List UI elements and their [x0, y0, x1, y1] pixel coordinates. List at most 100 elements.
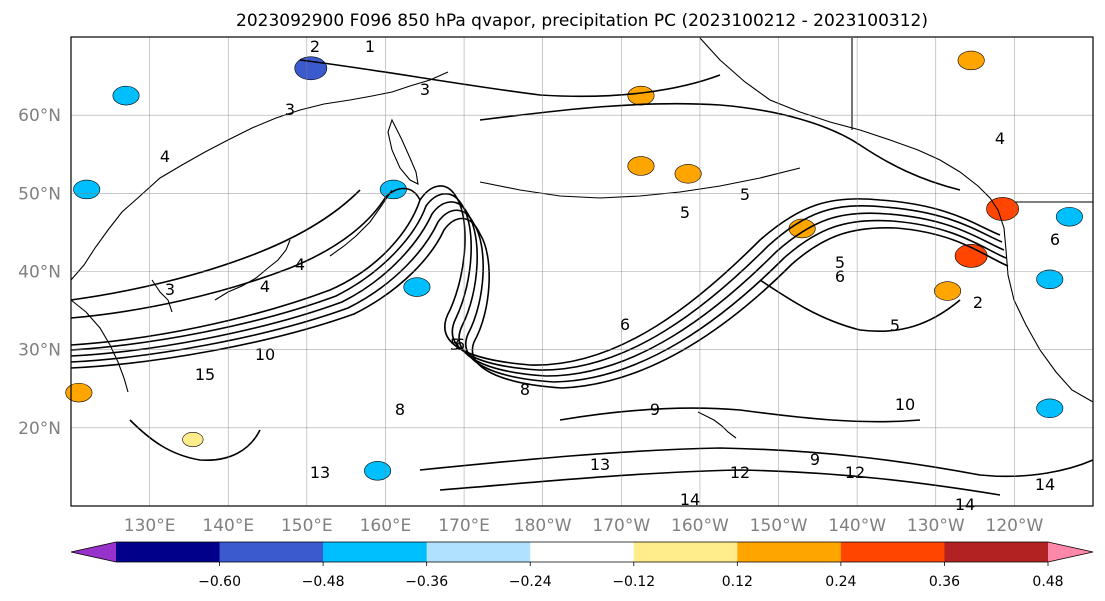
- precip-anomaly-blob: [182, 432, 204, 448]
- contour-label: 5: [835, 253, 845, 272]
- precip-anomaly-blob: [934, 281, 962, 301]
- contour-label: 2: [310, 37, 320, 56]
- qvapor-contour: [439, 469, 1001, 496]
- kamchatka: [387, 118, 419, 185]
- lat-tick-label: 50°N: [18, 184, 61, 204]
- map-panel: 2 133445655556689891010121213131414141542…: [18, 36, 1094, 536]
- aleutian-islands: [479, 167, 801, 199]
- precip-anomaly-blob: [73, 179, 101, 200]
- lon-tick-label: 150°W: [750, 516, 808, 536]
- colorbar-ticks: −0.60 −0.48 −0.36 −0.24 −0.12 0.12 0.24 0.36 0.4…: [198, 562, 1064, 590]
- contour-label: 3: [285, 100, 295, 119]
- colorbar-segment: [323, 542, 428, 562]
- lat-tick-label: 20°N: [18, 419, 61, 439]
- colorbar-segment: [944, 542, 1049, 562]
- colorbar-segment: [530, 542, 635, 562]
- contour-label: 13: [590, 455, 610, 474]
- contour-label: 14: [955, 495, 975, 514]
- lon-tick-label: 140°E: [202, 516, 254, 536]
- canada-border: [851, 38, 1093, 203]
- colorbar-segment: [840, 542, 945, 562]
- colorbar-extend-high: [1048, 542, 1093, 562]
- kuril-islands: [329, 189, 393, 257]
- qvapor-contour: [419, 447, 1094, 478]
- qvapor-contour: [479, 102, 961, 191]
- qvapor-contour: [70, 217, 1009, 389]
- qvapor-contour: [299, 59, 721, 98]
- qvapor-contour: [70, 187, 421, 319]
- contour-label: 6: [620, 315, 630, 334]
- precip-anomaly-blob: [957, 50, 985, 71]
- contour-label: 6: [835, 267, 845, 286]
- lon-tick-label: 170°W: [592, 516, 650, 536]
- contour-label: 1: [365, 37, 375, 56]
- chart-title: 2023092900 F096 850 hPa qvapor, precipit…: [236, 11, 928, 31]
- contour-label: 10: [255, 345, 275, 364]
- hawaii: [697, 411, 737, 439]
- contour-label: 13: [310, 463, 330, 482]
- contour-label: 12: [730, 463, 750, 482]
- colorbar-tick-label: 0.24: [825, 574, 856, 590]
- japan: [214, 239, 291, 301]
- colorbar-tick-label: −0.48: [302, 574, 345, 590]
- lon-tick-label: 120°W: [986, 516, 1044, 536]
- contour-label: 6: [1050, 230, 1060, 249]
- contour-label: 3: [420, 80, 430, 99]
- qvapor-contour: [129, 419, 261, 461]
- precip-anomaly-blob: [403, 277, 431, 297]
- contour-label: 14: [680, 490, 700, 509]
- precip-anomaly-blob: [294, 56, 328, 81]
- na-west-coast: [997, 209, 1094, 403]
- lon-tick-label: 180°W: [514, 516, 572, 536]
- colorbar-outline: [70, 541, 1094, 563]
- contour-label: 15: [195, 365, 215, 384]
- coastline-layer: [70, 37, 1094, 439]
- longitude-ticks: 130°E 140°E 150°E 160°E 170°E 180°W 170°W 160°W…: [124, 516, 1044, 536]
- precip-anomaly-blob: [788, 218, 816, 239]
- colorbar-segment: [633, 542, 738, 562]
- precip-anomaly-blob: [65, 382, 93, 403]
- colorbar-tick-label: −0.24: [509, 574, 552, 590]
- contour-label: 3: [165, 280, 175, 299]
- lon-tick-label: 150°E: [281, 516, 333, 536]
- precip-anomaly-blob: [674, 164, 702, 184]
- qvapor-contour: [70, 185, 1001, 366]
- contour-label: 5: [740, 185, 750, 204]
- contour-label: 4: [160, 147, 170, 166]
- colorbar-extend-low: [71, 542, 116, 562]
- precip-anomaly-blob: [627, 156, 655, 176]
- precip-anomaly-blob: [627, 85, 655, 106]
- precip-anomaly-blob: [986, 197, 1019, 221]
- qvapor-contour: [70, 193, 1003, 371]
- lon-tick-label: 130°E: [124, 516, 176, 536]
- contour-label: 10: [895, 395, 915, 414]
- lon-tick-label: 160°W: [671, 516, 729, 536]
- qvapor-contour: [70, 201, 1005, 377]
- colorbar-tick-label: −0.12: [612, 574, 655, 590]
- latitude-ticks: 60°N 50°N 40°N 30°N 20°N: [18, 106, 61, 439]
- contour-label: 4: [260, 277, 270, 296]
- colorbar-segment: [737, 542, 842, 562]
- qvapor-contour: [559, 407, 921, 423]
- qvapor-contour: [70, 209, 1007, 383]
- colorbar: [70, 541, 1094, 563]
- colorbar-segment: [116, 542, 221, 562]
- qvapor-contour: [759, 279, 961, 333]
- contour-label: 12: [845, 463, 865, 482]
- map-frame: [70, 36, 1094, 507]
- contour-label: 2: [973, 293, 983, 312]
- lat-tick-label: 40°N: [18, 263, 61, 283]
- contour-label: 9: [650, 400, 660, 419]
- colorbar-tick-label: 0.36: [929, 574, 960, 590]
- contour-label: 5: [890, 316, 900, 335]
- precip-anomaly-blob: [364, 461, 392, 481]
- contour-label: 8: [520, 380, 530, 399]
- colorbar-tick-label: 0.12: [722, 574, 753, 590]
- lat-tick-label: 60°N: [18, 106, 61, 126]
- contour-label: 5: [450, 335, 460, 354]
- qvapor-contour: [70, 189, 361, 301]
- colorbar-segment: [219, 542, 324, 562]
- korea: [151, 279, 173, 313]
- contour-label: 4: [295, 255, 305, 274]
